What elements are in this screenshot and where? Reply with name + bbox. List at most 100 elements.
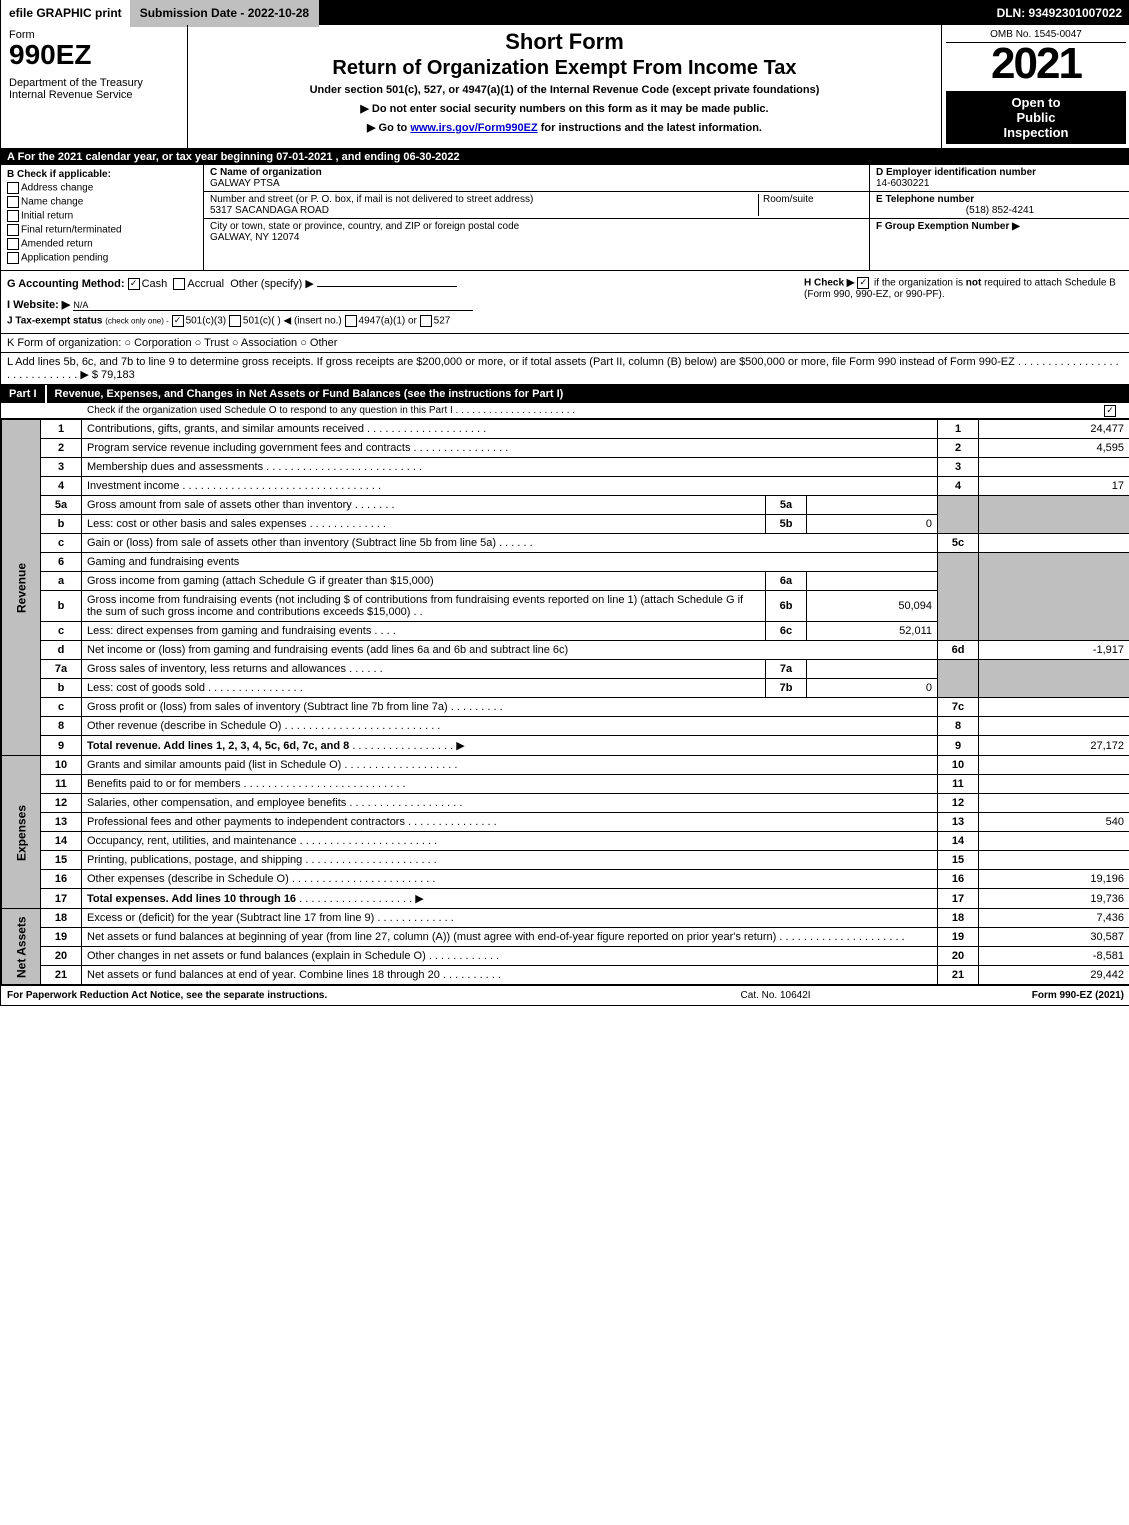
line-13-val: 540 — [979, 813, 1129, 832]
line-11-val — [979, 775, 1129, 794]
footer-right: Form 990-EZ (2021) — [1032, 990, 1124, 1001]
line-20-desc: Other changes in net assets or fund bala… — [87, 950, 426, 962]
instr-2: ▶ Go to www.irs.gov/Form990EZ for instru… — [196, 121, 933, 134]
line-6a-desc: Gross income from gaming (attach Schedul… — [87, 575, 434, 587]
line-12-val — [979, 794, 1129, 813]
b-label: B Check if applicable: — [7, 169, 111, 180]
main-title: Return of Organization Exempt From Incom… — [196, 57, 933, 80]
line-21-val: 29,442 — [979, 966, 1129, 985]
chk-application-pending[interactable]: Application pending — [7, 252, 197, 264]
irs-link[interactable]: www.irs.gov/Form990EZ — [410, 122, 537, 134]
submission-date: Submission Date - 2022-10-28 — [130, 0, 319, 27]
g-label: G Accounting Method: — [7, 278, 125, 290]
line-14-desc: Occupancy, rent, utilities, and maintena… — [87, 835, 297, 847]
city-label: City or town, state or province, country… — [210, 221, 519, 232]
chk-amended-return[interactable]: Amended return — [7, 238, 197, 250]
line-13-desc: Professional fees and other payments to … — [87, 816, 405, 828]
chk-501c[interactable] — [229, 315, 241, 327]
line-14-val — [979, 832, 1129, 851]
phone-value: (518) 852-4241 — [876, 205, 1124, 216]
instr-2-pre: ▶ Go to — [367, 122, 410, 134]
part-1-table: Revenue 1 Contributions, gifts, grants, … — [1, 419, 1129, 985]
h-not: not — [966, 278, 982, 289]
website-value: N/A — [73, 300, 473, 311]
line-8-desc: Other revenue (describe in Schedule O) — [87, 720, 281, 732]
section-b: B Check if applicable: Address change Na… — [1, 165, 1129, 271]
line-6a-val — [807, 572, 938, 591]
line-2-desc: Program service revenue including govern… — [87, 442, 410, 454]
l-text: L Add lines 5b, 6c, and 7b to line 9 to … — [7, 356, 1119, 381]
h-label: H Check ▶ — [804, 278, 854, 289]
line-6-desc: Gaming and fundraising events — [82, 553, 938, 572]
d-label: D Employer identification number — [876, 167, 1036, 178]
chk-accrual[interactable] — [173, 278, 185, 290]
chk-name-change[interactable]: Name change — [7, 196, 197, 208]
open-line-1: Open to — [950, 95, 1122, 110]
h-text-3: (Form 990, 990-EZ, or 990-PF). — [804, 289, 945, 300]
chk-cash[interactable]: ✓ — [128, 278, 140, 290]
footer-center: Cat. No. 10642I — [519, 990, 1031, 1001]
line-8-val — [979, 717, 1129, 736]
line-16-desc: Other expenses (describe in Schedule O) — [87, 873, 289, 885]
line-20-val: -8,581 — [979, 947, 1129, 966]
city-value: GALWAY, NY 12074 — [210, 232, 300, 243]
line-1-desc: Contributions, gifts, grants, and simila… — [87, 423, 364, 435]
row-k: K Form of organization: ○ Corporation ○ … — [1, 334, 1129, 353]
page-footer: For Paperwork Reduction Act Notice, see … — [1, 985, 1129, 1005]
row-l: L Add lines 5b, 6c, and 7b to line 9 to … — [1, 353, 1129, 385]
part-1-check-o: Check if the organization used Schedule … — [1, 403, 1129, 419]
check-o-text: Check if the organization used Schedule … — [87, 405, 575, 416]
j-label: J Tax-exempt status — [7, 316, 102, 327]
line-5a-val — [807, 496, 938, 515]
line-5c-val — [979, 534, 1129, 553]
cash-label: Cash — [142, 278, 168, 290]
chk-schedule-o[interactable]: ✓ — [1104, 405, 1116, 417]
chk-h[interactable]: ✓ — [857, 277, 869, 289]
line-6d-desc: Net income or (loss) from gaming and fun… — [87, 644, 568, 656]
instr-2-post: for instructions and the latest informat… — [538, 122, 762, 134]
line-5c-desc: Gain or (loss) from sale of assets other… — [87, 537, 496, 549]
line-17-desc: Total expenses. Add lines 10 through 16 — [87, 893, 296, 905]
chk-4947[interactable] — [345, 315, 357, 327]
line-6d-val: -1,917 — [979, 641, 1129, 660]
line-1-val: 24,477 — [979, 420, 1129, 439]
tax-year: 2021 — [946, 39, 1126, 89]
chk-final-return[interactable]: Final return/terminated — [7, 224, 197, 236]
line-12-desc: Salaries, other compensation, and employ… — [87, 797, 346, 809]
f-label: F Group Exemption Number ▶ — [876, 221, 1020, 232]
line-6b-val: 50,094 — [807, 591, 938, 622]
e-label: E Telephone number — [876, 194, 974, 205]
chk-501c3[interactable]: ✓ — [172, 315, 184, 327]
dln-label: DLN: 93492301007022 — [989, 4, 1129, 22]
chk-initial-return[interactable]: Initial return — [7, 210, 197, 222]
h-text-2: required to attach Schedule B — [981, 278, 1116, 289]
line-3-val — [979, 458, 1129, 477]
line-16-val: 19,196 — [979, 870, 1129, 889]
other-label: Other (specify) ▶ — [230, 278, 314, 290]
line-15-desc: Printing, publications, postage, and shi… — [87, 854, 302, 866]
line-7c-desc: Gross profit or (loss) from sales of inv… — [87, 701, 448, 713]
line-7b-desc: Less: cost of goods sold — [87, 682, 205, 694]
form-number: 990EZ — [9, 39, 179, 71]
line-1-num: 1 — [41, 420, 82, 439]
irs-label: Internal Revenue Service — [9, 89, 179, 101]
accrual-label: Accrual — [187, 278, 224, 290]
form-header: Form 990EZ Department of the Treasury In… — [1, 25, 1129, 149]
chk-address-change[interactable]: Address change — [7, 182, 197, 194]
short-form-title: Short Form — [196, 29, 933, 55]
line-17-val: 19,736 — [979, 889, 1129, 909]
line-9-val: 27,172 — [979, 736, 1129, 756]
chk-527[interactable] — [420, 315, 432, 327]
line-6c-val: 52,011 — [807, 622, 938, 641]
line-21-desc: Net assets or fund balances at end of ye… — [87, 969, 440, 981]
street-label: Number and street (or P. O. box, if mail… — [210, 194, 533, 205]
efile-label[interactable]: efile GRAPHIC print — [1, 0, 130, 27]
top-bar: efile GRAPHIC print Submission Date - 20… — [1, 1, 1129, 25]
h-text-1: if the organization is — [874, 278, 966, 289]
line-4-val: 17 — [979, 477, 1129, 496]
4947-label: 4947(a)(1) or — [359, 316, 417, 327]
line-18-val: 7,436 — [979, 909, 1129, 928]
501c3-label: 501(c)(3) — [186, 316, 227, 327]
501c-label: 501(c)( ) ◀ (insert no.) — [243, 316, 342, 327]
open-to-public: Open to Public Inspection — [946, 91, 1126, 144]
